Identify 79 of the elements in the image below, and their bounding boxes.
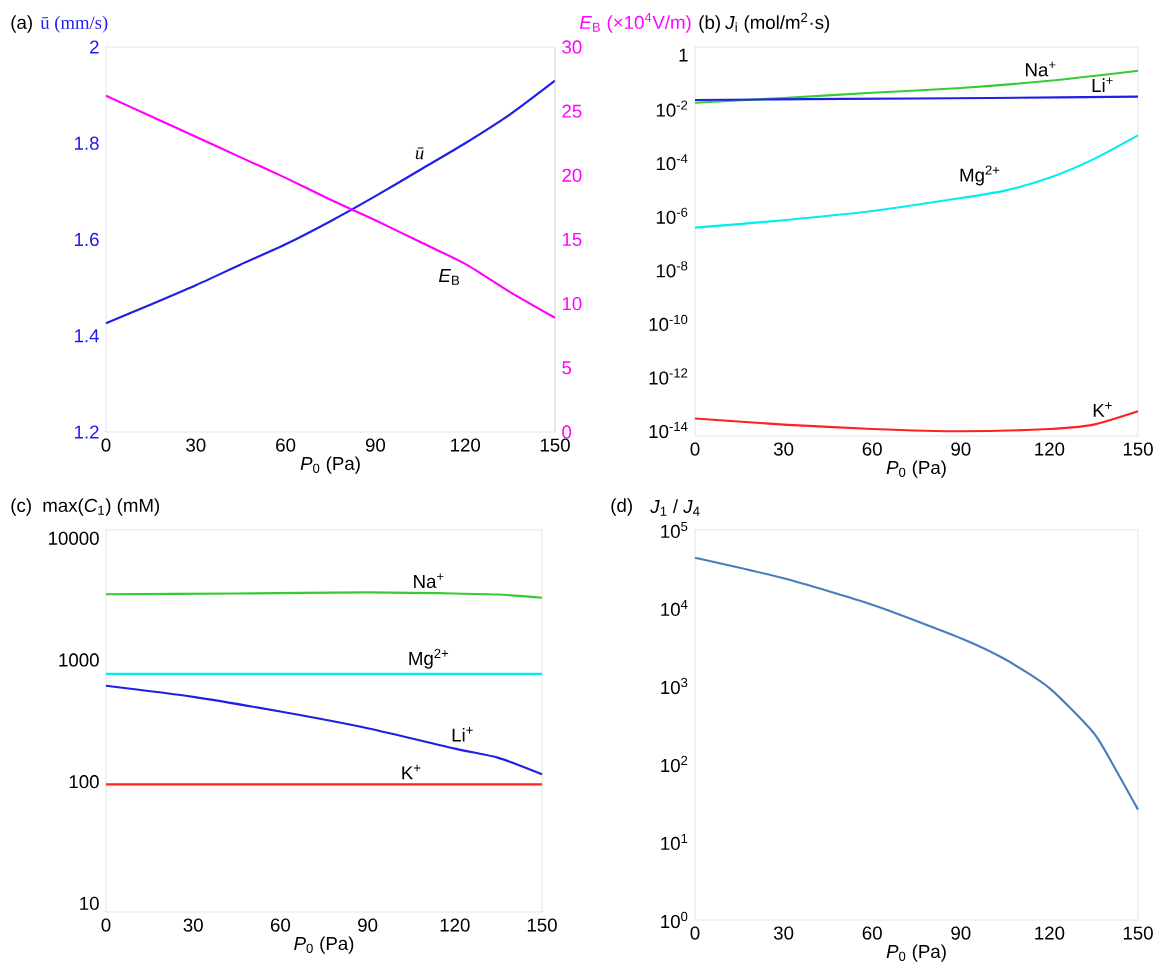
series-label: Li$^{+}$ xyxy=(452,726,473,742)
x-tick-label: 60 xyxy=(862,926,882,940)
series-label: Mg$^{2+}$ xyxy=(409,648,449,669)
x-tick-label: 60 xyxy=(276,438,296,452)
y2-tick-label: 25 xyxy=(562,104,582,118)
chart-title: (a) xyxy=(11,15,32,33)
y-tick-label: 10$^{4}$ xyxy=(661,599,688,617)
y-tick-label: 10$^{-8}$ xyxy=(656,261,688,278)
y-tick-label: 1.4 xyxy=(74,329,99,343)
y-tick-label: 100 xyxy=(69,775,99,789)
y-axis-title: J$_{i}$ (mol/m$^{2}$·s) xyxy=(725,12,830,33)
y-tick-label: 10$^{3}$ xyxy=(661,677,688,695)
line-series xyxy=(693,134,1140,229)
x-tick-label: 60 xyxy=(862,442,882,456)
x-tick-label: 30 xyxy=(773,926,794,940)
x-tick-label: 90 xyxy=(951,926,971,940)
x-tick-label: 150 xyxy=(527,918,557,932)
x-tick-label: 30 xyxy=(186,438,206,452)
series-label: Li$^{+}$ xyxy=(1092,77,1113,92)
x-tick-label: 90 xyxy=(358,918,378,932)
y-tick-label: 10$^{5}$ xyxy=(661,521,688,539)
series-label: E$_{B}$ xyxy=(438,269,460,285)
y2-tick-label: 0 xyxy=(562,425,572,439)
series-label: Na$^{+}$ xyxy=(414,573,444,589)
x-tick-label: 0 xyxy=(101,918,111,932)
y-tick-label: 10 xyxy=(80,896,99,911)
series-label: K$^{+}$ xyxy=(402,764,421,780)
y2-tick-label: 20 xyxy=(562,168,582,182)
x-tick-label: 120 xyxy=(451,438,481,452)
x-axis-title: P$_{0}$ (Pa) xyxy=(886,944,946,962)
y2-tick-label: 5 xyxy=(562,361,572,375)
y-tick-label: 10$^{0}$ xyxy=(661,911,688,929)
y-tick-label: 1000 xyxy=(59,653,99,667)
x-tick-label: 30 xyxy=(183,918,203,932)
x-tick-label: 150 xyxy=(1123,926,1153,940)
y-tick-label: 1.8 xyxy=(74,136,99,150)
x-axis-title: P$_{0}$ (Pa) xyxy=(886,460,946,478)
y-axis-title: ū (mm/s) xyxy=(40,15,108,33)
chart-title: (b) xyxy=(699,15,720,33)
y-tick-label: 1.2 xyxy=(74,425,99,439)
x-tick-label: 0 xyxy=(101,438,111,452)
series-label: K$^{+}$ xyxy=(1093,402,1112,417)
y-tick-label: 1 xyxy=(679,48,688,62)
y-axis-title: J$_{1}$ / J$_{4}$ xyxy=(650,499,700,516)
x-axis-title: P$_{0}$ (Pa) xyxy=(300,456,360,474)
x-tick-label: 120 xyxy=(1035,442,1065,456)
y-tick-label: 10$^{1}$ xyxy=(661,833,688,851)
y-tick-label: 2 xyxy=(90,40,99,54)
x-tick-label: 30 xyxy=(773,442,794,456)
x-tick-label: 120 xyxy=(440,918,470,932)
y-tick-label: 10$^{2}$ xyxy=(661,755,688,773)
y-tick-label: 10$^{-12}$ xyxy=(649,368,688,385)
series-label: ū xyxy=(415,147,424,160)
x-tick-label: 0 xyxy=(690,926,700,940)
y-tick-label: 10000 xyxy=(49,531,99,545)
y2-axis-title: E$_{B}$ (×10$^{4}$V/m) xyxy=(579,12,691,33)
x-tick-label: 60 xyxy=(270,918,291,932)
series-label: Mg$^{2+}$ xyxy=(960,165,1000,186)
y2-tick-label: 15 xyxy=(562,232,582,247)
x-tick-label: 0 xyxy=(690,442,700,456)
y-tick-label: 10$^{-6}$ xyxy=(656,207,688,224)
y-tick-label: 10$^{-2}$ xyxy=(656,100,688,117)
y-axis-title: max(C$_{1}$) (mM) xyxy=(43,498,160,516)
series-label: Na$^{+}$ xyxy=(1026,61,1056,77)
y-tick-label: 10$^{-10}$ xyxy=(649,314,688,332)
chart-title: (d) xyxy=(611,498,632,516)
x-tick-label: 150 xyxy=(1123,442,1153,456)
y2-tick-label: 30 xyxy=(562,40,582,54)
y2-tick-label: 10 xyxy=(562,297,582,311)
x-tick-label: 90 xyxy=(365,438,386,452)
line-series xyxy=(693,556,1140,811)
x-tick-label: 150 xyxy=(540,438,570,452)
y-tick-label: 10$^{-4}$ xyxy=(656,154,688,171)
x-tick-label: 120 xyxy=(1035,926,1065,940)
x-axis-title: P$_{0}$ (Pa) xyxy=(294,936,354,954)
chart-title: (c) xyxy=(11,498,31,516)
y-tick-label: 1.6 xyxy=(74,232,99,247)
y-tick-label: 10$^{-14}$ xyxy=(649,421,688,439)
x-tick-label: 90 xyxy=(951,442,971,456)
